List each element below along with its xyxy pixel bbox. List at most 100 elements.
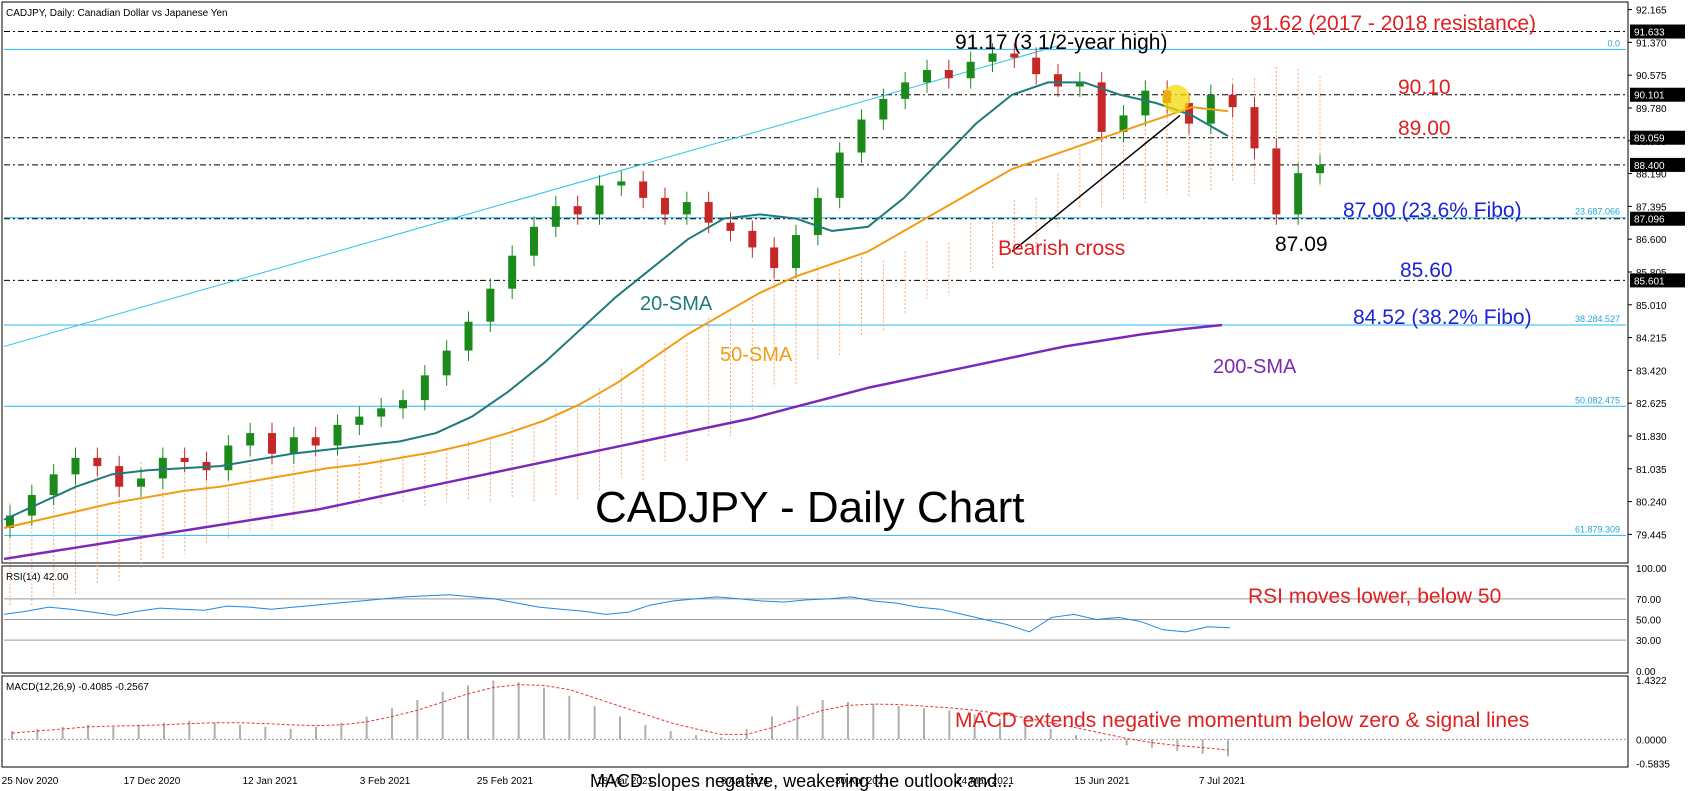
candle-body <box>1119 115 1128 132</box>
rsi-line <box>3 594 1231 633</box>
macd-histogram-bar <box>1151 739 1153 748</box>
series-line-50-sma <box>3 106 1229 529</box>
macd-histogram-bar <box>695 735 697 740</box>
candle-body <box>573 206 582 215</box>
annotation-fibo-236: 87.00 (23.6% Fibo) <box>1343 199 1522 222</box>
rsi-indicator <box>3 594 1626 641</box>
macd-histogram-bar <box>264 726 267 740</box>
candle-body <box>158 457 167 479</box>
macd-panel-border <box>1 675 1629 768</box>
macd-histogram-bar <box>1024 722 1027 740</box>
candle-body <box>289 437 298 454</box>
macd-histogram-bar <box>1201 739 1204 754</box>
macd-signal-line <box>11 684 1229 751</box>
candle-body <box>268 433 276 454</box>
series-line-200-sma <box>3 323 1223 561</box>
level-label: 89.059 <box>1634 134 1665 145</box>
macd-histogram-bar <box>720 737 723 740</box>
macd-histogram-bar <box>1049 728 1052 740</box>
date-label: 17 Dec 2020 <box>124 776 181 787</box>
rsi-tick-label: 100.00 <box>1636 564 1667 575</box>
date-label: 24 May 2021 <box>956 776 1014 787</box>
candle-body <box>639 181 648 198</box>
price-tick-label: 85.010 <box>1636 301 1667 312</box>
candle-body <box>1010 53 1019 58</box>
candle-body <box>1272 148 1281 215</box>
macd-histogram-bar <box>61 726 64 740</box>
annotation-sma200: 200-SMA <box>1213 356 1297 378</box>
level-box <box>1630 130 1685 145</box>
level-box <box>1630 157 1685 172</box>
candle-body <box>923 70 931 83</box>
macd-histogram-bar <box>619 716 621 740</box>
candle-body <box>857 119 866 153</box>
macd-histogram-bar <box>1227 739 1229 757</box>
macd-histogram-bar <box>87 724 89 740</box>
price-tick-label: 87.395 <box>1636 202 1667 213</box>
candle-body <box>420 375 429 401</box>
macd-histogram-bar <box>821 699 824 740</box>
annotation-resistance: 91.62 (2017 - 2018 resistance) <box>1250 12 1536 35</box>
rsi-tick-label: 0.00 <box>1636 667 1656 678</box>
candle-body <box>530 226 538 256</box>
candle-body <box>1228 94 1237 108</box>
level-box <box>1630 273 1685 288</box>
price-tick-label: 90.575 <box>1636 71 1667 82</box>
level-box <box>1630 87 1685 102</box>
rsi-caption: RSI(14) 42.00 <box>6 572 69 583</box>
price-tick-label: 81.035 <box>1636 465 1667 476</box>
candle-body <box>617 181 626 186</box>
macd-histogram-bar <box>593 706 596 740</box>
annotation-rsi: RSI moves lower, below 50 <box>1248 585 1501 608</box>
chart-title: CADJPY - Daily Chart <box>595 483 1025 532</box>
candle-body <box>813 197 822 236</box>
fibo-label: 38.284.527 <box>1575 314 1620 324</box>
candle-body <box>770 247 779 269</box>
macd-histogram-bar <box>416 699 419 740</box>
macd-histogram-bar <box>669 731 672 740</box>
macd-histogram-bar <box>365 716 368 740</box>
macd-histogram-bar <box>973 714 976 740</box>
candle-body <box>835 152 844 198</box>
candle-body <box>27 494 36 516</box>
macd-histogram-bar <box>568 695 571 740</box>
candle-body <box>1075 82 1084 87</box>
candle-body <box>661 197 669 215</box>
candle-body <box>508 255 517 289</box>
level-box <box>1630 211 1685 226</box>
candle-body <box>71 457 80 475</box>
level-label: 91.633 <box>1634 28 1665 39</box>
series-line-20-sma <box>3 81 1229 521</box>
candle-body <box>1032 57 1041 75</box>
annotation-fibo-382: 84.52 (38.2% Fibo) <box>1353 306 1532 329</box>
candle-body <box>180 457 189 462</box>
macd-histogram-bar <box>36 728 39 740</box>
candle-body <box>944 70 953 79</box>
candle-body <box>792 235 800 269</box>
macd-histogram-bar <box>239 724 241 740</box>
date-label: 3 Feb 2021 <box>360 776 411 787</box>
candle-body <box>246 433 255 446</box>
macd-indicator <box>4 680 1626 757</box>
candle-body <box>1141 90 1150 116</box>
price-tick-label: 92.165 <box>1636 6 1667 17</box>
candle-body <box>486 288 495 322</box>
macd-histogram-bar <box>1075 735 1077 740</box>
macd-histogram-bar <box>188 720 191 740</box>
candle-body <box>966 61 975 79</box>
level-box <box>1630 24 1685 39</box>
price-tick-label: 89.780 <box>1636 104 1667 115</box>
macd-histogram-bar <box>796 706 799 740</box>
candle-body <box>6 515 14 528</box>
macd-histogram-bar <box>543 687 545 740</box>
price-tick-label: 80.240 <box>1636 498 1667 509</box>
macd-histogram-bar <box>213 722 216 740</box>
annotation-cut-text: MACD slopes negative, weakening the outl… <box>590 771 1012 791</box>
date-label: 25 Feb 2021 <box>477 776 534 787</box>
fibo-label: 50.082.475 <box>1575 395 1620 405</box>
level-label: 90.101 <box>1634 91 1665 102</box>
rsi-tick-label: 30.00 <box>1636 636 1661 647</box>
price-tick-label: 86.600 <box>1636 235 1667 246</box>
macd-histogram-bar <box>897 706 900 740</box>
